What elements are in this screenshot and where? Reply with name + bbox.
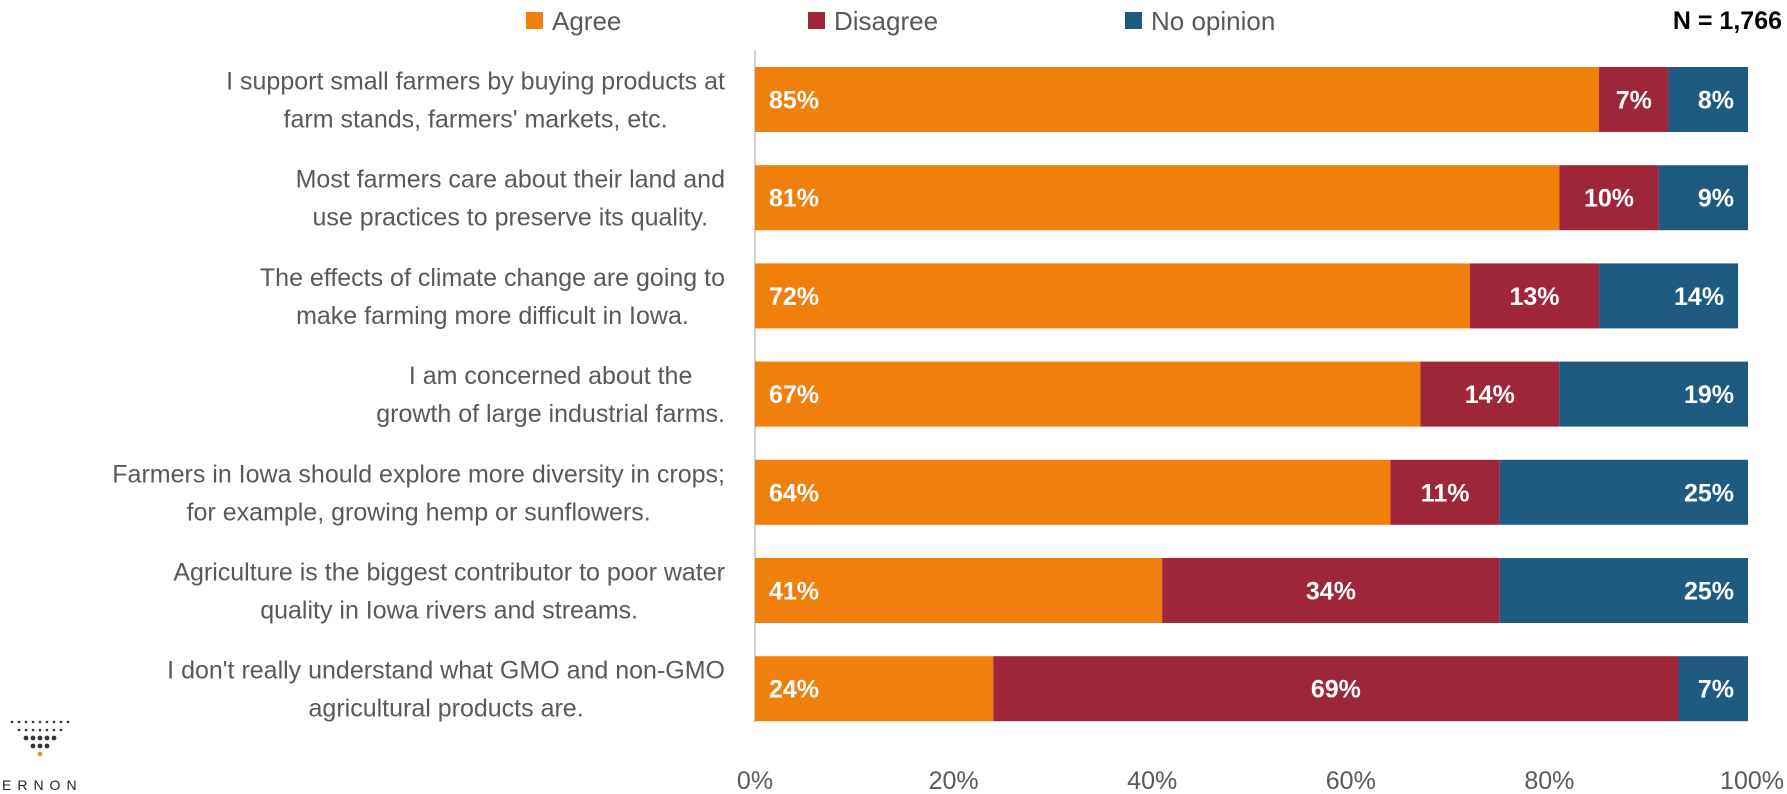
bar-2-1 xyxy=(1469,263,1600,329)
legend-swatch-2 xyxy=(1125,12,1142,29)
bar-label-4-0: 64% xyxy=(769,479,819,507)
bar-5-2 xyxy=(1499,558,1748,623)
category-label-1: Most farmers care about their land and us… xyxy=(296,166,725,232)
bar-label-6-1: 69% xyxy=(1311,676,1361,704)
bar-6-1 xyxy=(993,656,1679,722)
x-axis-ticks: 0% 20% 40% 60% 80% 100% xyxy=(737,767,1784,794)
x-tick-label-3: 60% xyxy=(1326,767,1376,794)
bar-0-2 xyxy=(1668,67,1748,132)
bar-label-1-0: 81% xyxy=(769,185,819,213)
bar-label-1-2: 9% xyxy=(1698,185,1734,213)
bar-label-5-0: 41% xyxy=(769,578,819,606)
bar-0-1 xyxy=(1599,67,1669,132)
bar-label-3-2: 19% xyxy=(1684,381,1734,409)
bar-label-5-1: 34% xyxy=(1306,578,1356,606)
bar-label-5-2: 25% xyxy=(1684,578,1734,606)
category-labels: I support small farmers by buying produc… xyxy=(112,68,725,723)
bar-1-2 xyxy=(1658,165,1748,231)
bar-2-2 xyxy=(1599,263,1739,329)
logo-text: ERNON xyxy=(2,777,83,793)
company-logo: ERNON xyxy=(2,720,83,793)
bar-1-0 xyxy=(755,165,1560,231)
legend-label-2: No opinion xyxy=(1151,6,1275,36)
bar-5-1 xyxy=(1162,558,1500,623)
bar-label-6-0: 24% xyxy=(769,676,819,704)
bar-label-2-1: 13% xyxy=(1509,283,1559,311)
category-label-0: I support small farmers by buying produc… xyxy=(226,68,725,134)
bar-6-0 xyxy=(755,656,994,722)
category-label-5: Agriculture is the biggest contributor t… xyxy=(173,559,725,625)
category-label-6: I don't really understand what GMO and n… xyxy=(167,657,725,723)
bar-3-0 xyxy=(755,361,1421,427)
bar-label-1-1: 10% xyxy=(1584,185,1634,213)
bar-label-3-1: 14% xyxy=(1465,381,1515,409)
bar-2-0 xyxy=(755,263,1470,329)
logo-mark-icon xyxy=(10,720,70,757)
legend-swatch-0 xyxy=(526,12,543,29)
bar-label-6-2: 7% xyxy=(1698,676,1734,704)
legend-label-0: Agree xyxy=(552,6,621,36)
category-label-2: The effects of climate change are going … xyxy=(260,264,725,330)
bar-label-0-1: 7% xyxy=(1616,87,1652,115)
legend-label-1: Disagree xyxy=(834,6,938,36)
legend-swatch-1 xyxy=(808,12,825,29)
legend: Agree Disagree No opinion xyxy=(526,6,1275,36)
bar-label-0-2: 8% xyxy=(1698,87,1734,115)
bar-4-2 xyxy=(1499,459,1748,525)
bar-label-0-0: 85% xyxy=(769,87,819,115)
bar-4-1 xyxy=(1390,459,1500,525)
x-tick-label-2: 40% xyxy=(1127,767,1177,794)
bar-label-2-0: 72% xyxy=(769,283,819,311)
bar-label-4-1: 11% xyxy=(1421,479,1470,507)
bar-label-4-2: 25% xyxy=(1684,479,1734,507)
bar-label-2-2: 14% xyxy=(1674,283,1724,311)
x-tick-label-4: 80% xyxy=(1524,767,1574,794)
bar-0-0 xyxy=(755,67,1600,132)
bar-label-3-0: 67% xyxy=(769,381,819,409)
bar-6-2 xyxy=(1678,656,1748,722)
category-label-4: Farmers in Iowa should explore more dive… xyxy=(112,460,725,526)
bars: 85% 7% 8% 81% 10% 9% 72% 13% 14% 67% 14% 19% 64% 11% 2… xyxy=(755,67,1748,722)
bar-3-1 xyxy=(1420,361,1560,427)
bar-3-2 xyxy=(1559,361,1748,427)
bar-4-0 xyxy=(755,459,1391,525)
x-tick-label-5: 100% xyxy=(1720,767,1784,794)
category-label-3: I am concerned about the growth of large … xyxy=(376,362,725,428)
x-tick-label-0: 0% xyxy=(737,767,773,794)
x-tick-label-1: 20% xyxy=(929,767,979,794)
bar-5-0 xyxy=(755,558,1163,623)
bar-1-1 xyxy=(1559,165,1659,231)
sample-size-label: N = 1,766 xyxy=(1673,7,1782,35)
